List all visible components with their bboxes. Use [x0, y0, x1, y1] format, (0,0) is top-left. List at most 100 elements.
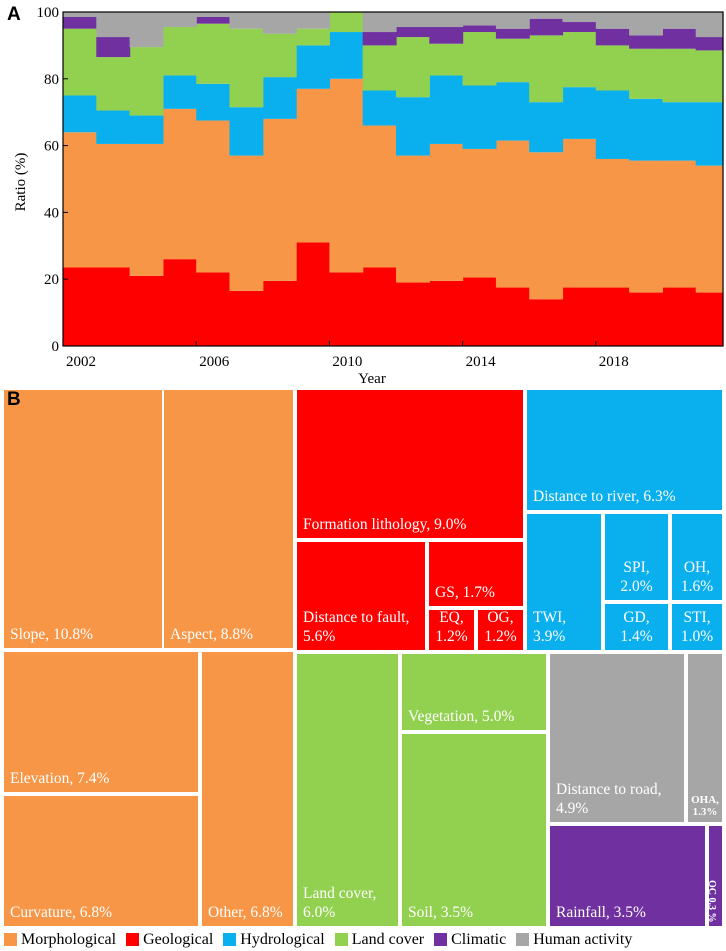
- area-segment-morphological-2018: [595, 158, 630, 288]
- treemap-tile-label: OC 0.3 %: [707, 879, 717, 923]
- area-segment-morphological-2003: [96, 143, 131, 268]
- legend-label: Land cover: [351, 930, 425, 948]
- area-segment-morphological-2014: [462, 148, 497, 278]
- stacked-area-chart: 0 20 40 60 80 100 2002 2006 2010 2014 2018 Ratio …: [13, 5, 724, 387]
- treemap-tile-oh: OH, 1.6%: [670, 512, 724, 602]
- area-segment-geological-2009: [296, 242, 330, 346]
- treemap-tile-formation-lithology: Formation lithology, 9.0%: [295, 388, 525, 540]
- area-segment-morphological-2009: [296, 88, 330, 243]
- area-segment-human-activity-2006: [196, 12, 231, 18]
- area-segment-human-activity-2008: [262, 12, 297, 34]
- treemap-tile-label: OG, 1.2%: [484, 609, 517, 645]
- area-segment-land-cover-2017: [562, 32, 597, 88]
- area-segment-morphological-2010: [329, 78, 364, 273]
- treemap-tile-label: Distance to road, 4.9%: [556, 781, 662, 817]
- area-segment-geological-2003: [96, 267, 131, 346]
- area-segment-land-cover-2009: [296, 28, 330, 46]
- area-segment-hydrological-2018: [595, 90, 630, 159]
- area-segment-climatic-2018: [595, 28, 630, 46]
- treemap-tile-curvature: Curvature, 6.8%: [2, 794, 200, 928]
- treemap-tile-spi: SPI, 2.0%: [603, 512, 670, 602]
- area-segment-hydrological-2006: [196, 83, 231, 121]
- treemap-tile-label: EQ, 1.2%: [435, 609, 468, 645]
- y-tick-label: 0: [52, 339, 60, 355]
- x-tick-label: 2018: [599, 354, 629, 370]
- area-segment-land-cover-2021: [695, 50, 724, 103]
- x-axis-label: Year: [358, 371, 386, 387]
- area-segment-human-activity-2004: [129, 12, 164, 48]
- area-segment-morphological-2012: [396, 155, 430, 283]
- area-segment-geological-2017: [562, 287, 597, 346]
- area-segment-morphological-2013: [429, 143, 464, 281]
- area-segment-geological-2010: [329, 272, 364, 346]
- area-segment-human-activity-2015: [495, 12, 530, 29]
- y-tick-label: 40: [44, 205, 59, 221]
- area-segment-hydrological-2012: [396, 97, 430, 156]
- treemap-tile-other: Other, 6.8%: [200, 650, 295, 928]
- area-segment-morphological-2002: [63, 132, 97, 268]
- treemap-tile-label: Elevation, 7.4%: [10, 770, 110, 787]
- area-segment-hydrological-2020: [662, 102, 697, 161]
- area-segment-land-cover-2018: [595, 45, 630, 91]
- treemap-tile-label: Formation lithology, 9.0%: [303, 516, 467, 533]
- y-tick-label: 20: [44, 272, 59, 288]
- treemap-tile-label: Rainfall, 3.5%: [556, 904, 646, 921]
- treemap-tile-label: Vegetation, 5.0%: [408, 708, 515, 725]
- area-segment-hydrological-2011: [362, 90, 397, 126]
- legend-label: Geological: [143, 930, 214, 948]
- treemap-tile-label: SPI, 2.0%: [620, 559, 653, 595]
- area-segment-land-cover-2005: [162, 27, 197, 76]
- area-segment-morphological-2006: [196, 120, 231, 273]
- area-segment-land-cover-2007: [229, 28, 264, 108]
- treemap-tile-label: Aspect, 8.8%: [170, 626, 254, 643]
- area-segment-morphological-2011: [362, 125, 397, 268]
- area-segment-climatic-2021: [695, 37, 724, 51]
- legend-item-hydrological: Hydrological: [223, 931, 325, 949]
- area-segment-geological-2014: [462, 277, 497, 346]
- treemap-tile-distance-to-river: Distance to river, 6.3%: [525, 388, 724, 512]
- treemap-tile-label: TWI, 3.9%: [533, 609, 567, 645]
- area-segment-climatic-2020: [662, 28, 697, 49]
- legend-item-morphological: Morphological: [4, 931, 116, 949]
- treemap-tile-label: GS, 1.7%: [435, 584, 495, 601]
- area-segment-climatic-2016: [529, 18, 564, 36]
- area-segment-geological-2016: [529, 299, 564, 346]
- area-segment-geological-2006: [196, 272, 231, 346]
- area-segment-human-activity-2011: [362, 12, 397, 33]
- treemap-tile-oc: OC 0.3 %: [707, 824, 724, 928]
- area-segment-geological-2011: [362, 267, 397, 346]
- area-segment-human-activity-2007: [229, 12, 264, 29]
- treemap-tile-sti: STI, 1.0%: [670, 602, 724, 652]
- area-segment-hydrological-2008: [262, 77, 297, 119]
- area-segment-human-activity-2009: [296, 12, 330, 29]
- x-tick-label: 2014: [466, 354, 497, 370]
- treemap-tile-gd: GD, 1.4%: [603, 602, 670, 652]
- area-segment-hydrological-2014: [462, 85, 497, 149]
- area-segment-hydrological-2016: [529, 102, 564, 153]
- area-segment-land-cover-2006: [196, 23, 231, 84]
- area-segment-climatic-2015: [495, 28, 530, 39]
- area-segment-climatic-2019: [629, 35, 663, 49]
- treemap-tile-distance-to-road: Distance to road, 4.9%: [548, 652, 686, 824]
- area-segment-land-cover-2003: [96, 57, 131, 111]
- treemap-tile-label: OHA, 1.3%: [691, 794, 719, 818]
- area-segment-land-cover-2019: [629, 48, 663, 99]
- area-segment-climatic-2002: [63, 17, 97, 29]
- area-segment-human-activity-2012: [396, 12, 430, 28]
- treemap-tile-label: Land cover, 6.0%: [303, 885, 377, 921]
- area-segment-climatic-2017: [562, 22, 597, 33]
- legend-label: Morphological: [21, 930, 117, 948]
- treemap-tile-label: OH, 1.6%: [680, 559, 714, 595]
- panel-a-label: A: [7, 4, 21, 25]
- area-segment-human-activity-2020: [662, 12, 697, 29]
- treemap-tile-gs: GS, 1.7%: [427, 540, 525, 608]
- area-segment-human-activity-2005: [162, 12, 197, 28]
- area-segment-geological-2008: [262, 280, 297, 346]
- legend-swatch: [126, 933, 140, 946]
- area-segment-climatic-2013: [429, 27, 464, 44]
- legend-swatch: [4, 933, 17, 946]
- area-segment-geological-2018: [595, 287, 630, 346]
- area-segment-climatic-2014: [462, 25, 497, 33]
- treemap-tile-label: Soil, 3.5%: [408, 904, 474, 921]
- area-segment-land-cover-2008: [262, 33, 297, 78]
